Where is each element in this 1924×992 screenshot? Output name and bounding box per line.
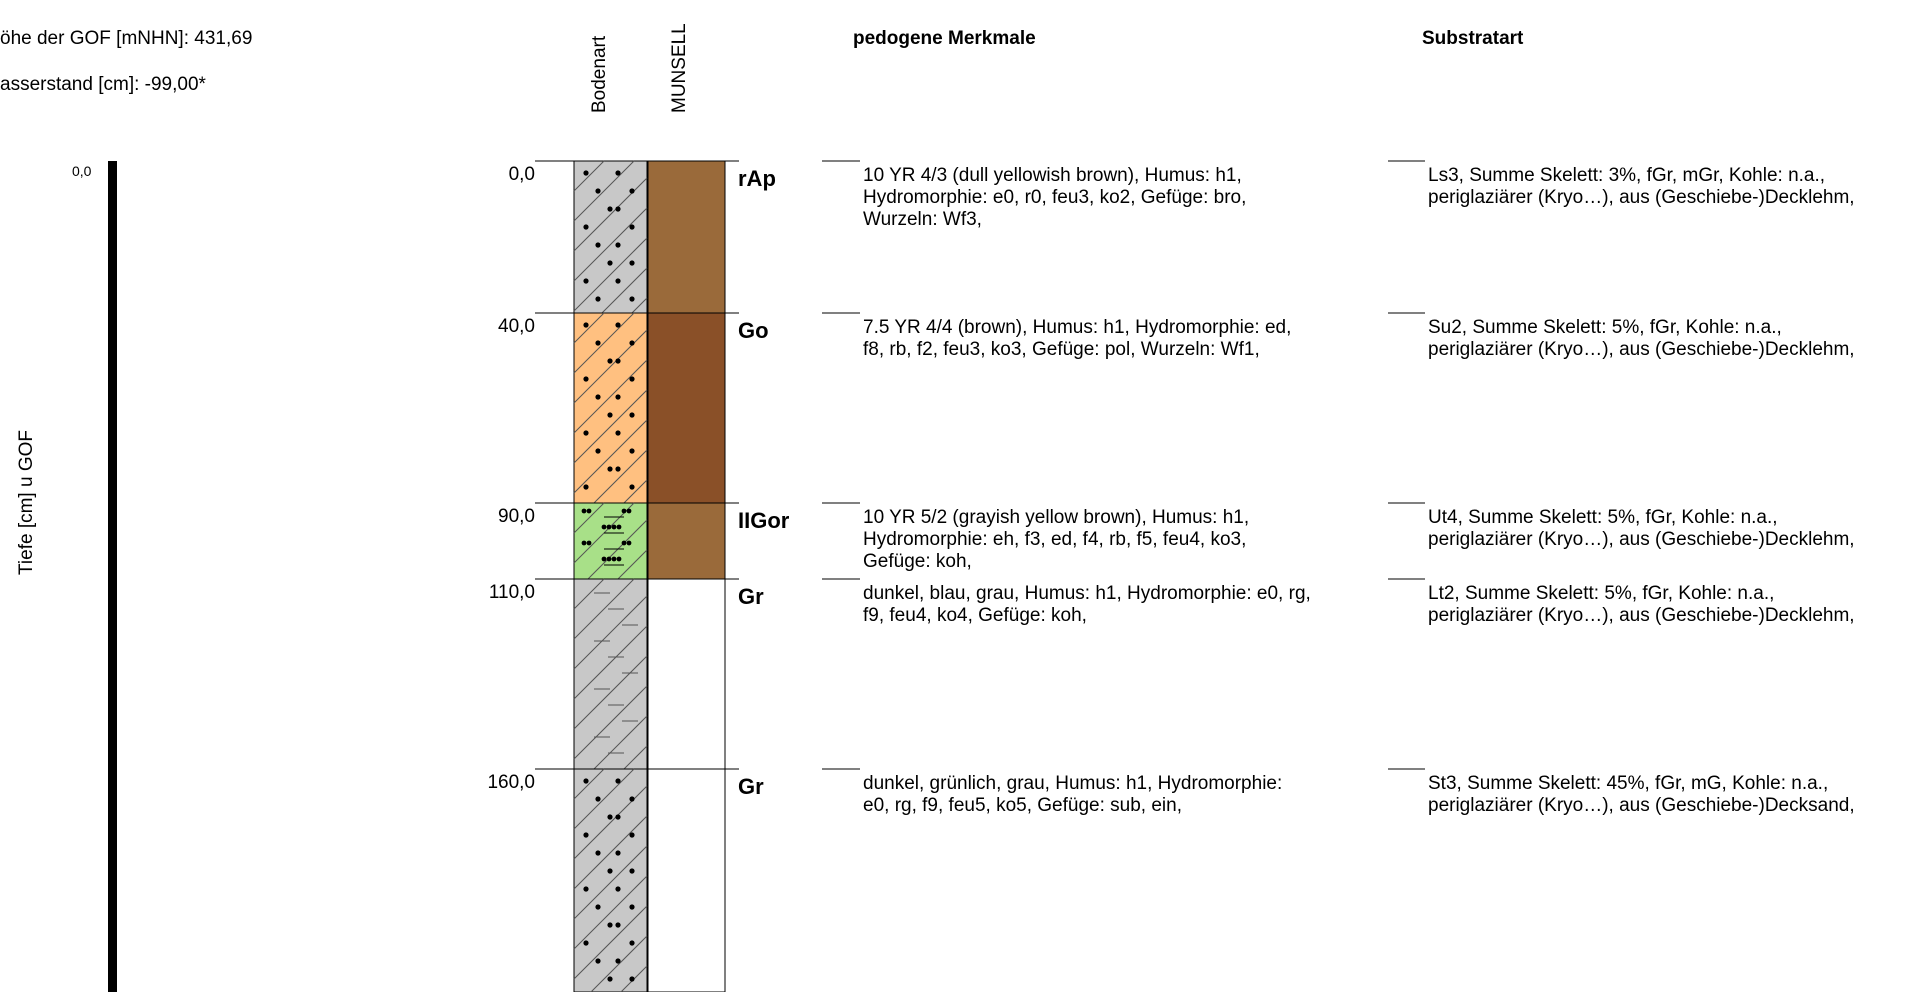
depth-label: 0,0 xyxy=(508,164,535,185)
substrate-line: Ls3, Summe Skelett: 3%, fGr, mGr, Kohle:… xyxy=(1428,165,1826,186)
groundwater-text: asserstand [cm]: -99,00* xyxy=(0,74,206,95)
depth-axis-start: 0,0 xyxy=(72,163,92,179)
substrate-line: Ut4, Summe Skelett: 5%, fGr, Kohle: n.a.… xyxy=(1428,507,1778,528)
bodenart-cell xyxy=(573,502,648,580)
horizon-label: Go xyxy=(738,318,769,343)
horizon-label: Gr xyxy=(738,584,764,609)
bodenart-cell xyxy=(573,768,648,992)
depth-label: 110,0 xyxy=(488,582,535,603)
pedogenic-line: e0, rg, f9, feu5, ko5, Gefüge: sub, ein, xyxy=(863,795,1182,816)
pedogenic-line: Gefüge: koh, xyxy=(863,551,972,572)
bodenart-cell xyxy=(573,578,648,770)
depth-label: 40,0 xyxy=(498,316,535,337)
pedogenic-line: f9, feu4, ko4, Gefüge: koh, xyxy=(863,605,1087,626)
munsell-cell xyxy=(647,502,726,580)
depth-label: 90,0 xyxy=(498,506,535,527)
substrate-header: Substratart xyxy=(1422,28,1524,49)
depth-label: 160,0 xyxy=(487,772,535,793)
pedogenic-line: 7.5 YR 4/4 (brown), Humus: h1, Hydromorp… xyxy=(863,317,1292,338)
pedogenic-line: f8, rb, f2, feu3, ko3, Gefüge: pol, Wurz… xyxy=(863,339,1260,360)
horizon-label: Gr xyxy=(738,774,764,799)
substrate-line: Su2, Summe Skelett: 5%, fGr, Kohle: n.a.… xyxy=(1428,317,1782,338)
pedogenic-line: 10 YR 4/3 (dull yellowish brown), Humus:… xyxy=(863,165,1242,186)
munsell-cell xyxy=(647,578,726,770)
substrate-line: periglaziärer (Kryo…), aus (Geschiebe-)D… xyxy=(1428,529,1855,550)
substrate-line: periglaziärer (Kryo…), aus (Geschiebe-)D… xyxy=(1428,605,1855,626)
pedogenic-line: dunkel, blau, grau, Humus: h1, Hydromorp… xyxy=(863,583,1311,604)
substrate-line: periglaziärer (Kryo…), aus (Geschiebe-)D… xyxy=(1428,795,1855,816)
substrate-line: St3, Summe Skelett: 45%, fGr, mG, Kohle:… xyxy=(1428,773,1829,794)
elevation-text: öhe der GOF [mNHN]: 431,69 xyxy=(0,28,253,49)
bodenart-cell xyxy=(573,160,648,314)
pedogenic-line: Hydromorphie: e0, r0, feu3, ko2, Gefüge:… xyxy=(863,187,1247,208)
depth-axis-bar xyxy=(108,161,117,992)
munsell-cell xyxy=(647,312,726,504)
pedogenic-line: dunkel, grünlich, grau, Humus: h1, Hydro… xyxy=(863,773,1283,794)
substrate-line: periglaziärer (Kryo…), aus (Geschiebe-)D… xyxy=(1428,187,1855,208)
munsell-cell xyxy=(647,768,726,992)
munsell-cell xyxy=(647,160,726,314)
pedogenic-header: pedogene Merkmale xyxy=(853,28,1036,49)
pedogenic-line: 10 YR 5/2 (grayish yellow brown), Humus:… xyxy=(863,507,1250,528)
pedogenic-line: Wurzeln: Wf3, xyxy=(863,209,982,230)
horizon-label: rAp xyxy=(738,166,776,191)
horizon-label: IIGor xyxy=(738,508,790,533)
substrate-line: periglaziärer (Kryo…), aus (Geschiebe-)D… xyxy=(1428,339,1855,360)
substrate-line: Lt2, Summe Skelett: 5%, fGr, Kohle: n.a.… xyxy=(1428,583,1775,604)
pedogenic-line: Hydromorphie: eh, f3, ed, f4, rb, f5, fe… xyxy=(863,529,1247,550)
